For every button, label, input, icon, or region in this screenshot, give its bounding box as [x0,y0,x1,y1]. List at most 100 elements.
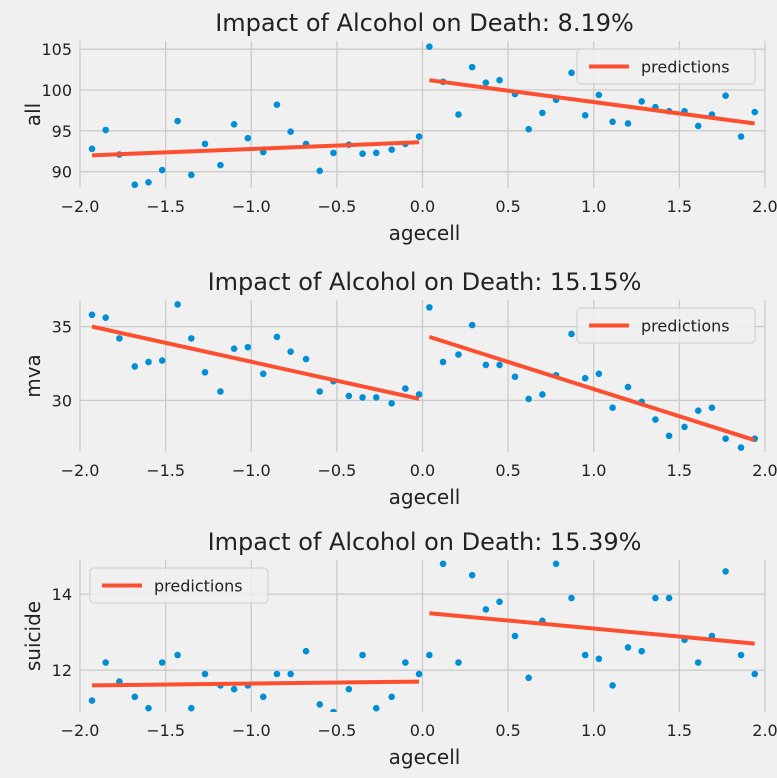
data-point [131,363,139,370]
data-point [259,370,267,378]
x-tick-label: −2.0 [61,197,100,216]
data-point [273,101,281,108]
x-tick-label: −0.5 [317,197,356,216]
x-tick-label: 1.5 [667,197,692,216]
data-point [439,560,447,568]
x-tick-label: 1.5 [667,461,692,480]
data-point [694,122,702,130]
data-point [88,145,96,153]
x-tick-label: −1.0 [232,197,271,216]
x-tick-label: 1.0 [581,461,606,480]
prediction-line [429,611,755,646]
data-point [624,644,632,651]
data-point [372,394,380,401]
data-point [102,314,109,322]
data-point [525,395,532,403]
data-point [468,571,476,579]
data-point [539,109,546,117]
data-point [244,134,252,142]
data-point [624,383,632,391]
data-point [116,335,123,342]
x-tick-label: 0.5 [495,197,520,216]
y-tick-label: 30 [52,391,72,410]
data-point [372,704,380,712]
data-point [496,598,503,606]
data-point [737,133,745,140]
x-tick-label: −2.0 [61,721,100,740]
data-point [316,167,324,175]
legend-label: predictions [641,58,730,77]
x-axis-label: agecell [389,221,461,245]
legend-box [89,567,269,604]
y-tick-label: 95 [52,122,72,141]
data-point [751,670,759,678]
legend-box [576,48,756,85]
data-point [708,404,716,412]
data-point [722,568,729,575]
data-point [201,140,209,148]
x-tick-label: −0.5 [317,721,356,740]
data-point [568,594,575,602]
data-point [638,647,645,655]
legend: predictions [89,567,269,604]
legend: predictions [576,307,756,344]
x-tick-label: 2.0 [752,721,777,740]
data-point [287,348,294,355]
data-point [201,670,209,678]
data-point [302,355,310,363]
data-point [372,149,380,157]
data-point [273,333,281,341]
data-point [217,161,224,169]
data-point [316,701,324,708]
data-point [638,98,645,105]
data-point [552,560,560,568]
data-point [244,343,252,351]
x-tick-label: 0.0 [410,721,435,740]
data-point [568,330,575,338]
data-point [468,63,476,71]
data-point [722,92,729,100]
data-point [388,146,395,153]
data-point [681,423,688,431]
chart-title: Impact of Alcohol on Death: 15.15% [208,268,642,296]
data-point [158,659,166,666]
data-point [359,651,366,659]
data-point [158,166,166,174]
x-tick-label: 1.0 [581,721,606,740]
legend-label: predictions [154,577,243,596]
data-point [496,76,503,84]
chart-panel-3: −2.0 −1.5 −1.0 −0.5 0.0 0.5 1.0 1.5 2.0 12 14 Impac… [21,528,777,769]
data-point [88,697,96,704]
data-point [426,651,433,659]
data-point [359,150,366,157]
x-tick-label: 1.0 [581,197,606,216]
y-axis-label: mva [21,354,45,398]
y-tick-label: 105 [41,40,72,59]
data-point [330,149,337,157]
data-point [595,655,603,663]
data-point [525,125,532,133]
data-point [415,670,423,678]
data-point [316,388,324,395]
data-point [496,361,503,369]
x-tick-label: −1.5 [146,461,185,480]
data-point [131,181,139,188]
prediction-line [428,334,756,443]
data-point [174,301,181,308]
data-point [665,594,673,602]
x-tick-label: 0.5 [495,721,520,740]
x-tick-label: −1.0 [232,461,271,480]
data-point [482,606,490,613]
x-axis-label: agecell [389,485,461,509]
data-point [665,432,673,440]
data-point [624,120,632,127]
data-point [217,388,224,395]
data-point [652,416,659,423]
prediction-line [91,140,420,158]
data-point [230,685,238,693]
data-point [402,659,409,666]
prediction-line [91,679,420,688]
chart-title: Impact of Alcohol on Death: 8.19% [215,9,634,37]
